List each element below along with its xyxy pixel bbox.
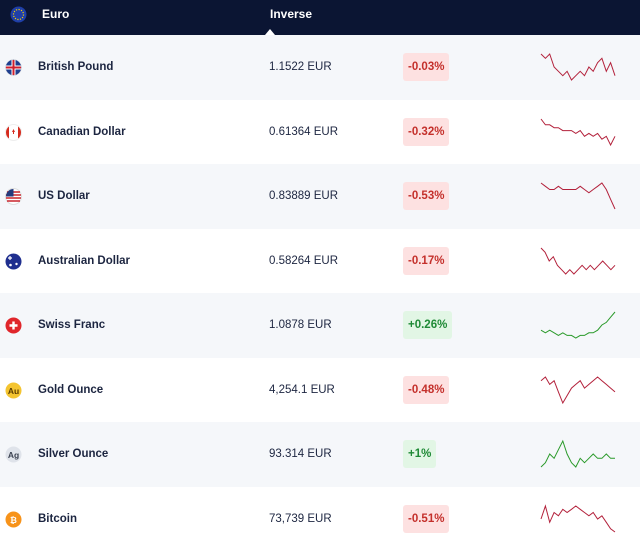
price: 1.0878 EUR <box>269 319 332 331</box>
price: 4,254.1 EUR <box>269 383 335 396</box>
icon-text: ₿ <box>10 515 17 525</box>
price: 0.61364 EUR <box>269 125 339 138</box>
change-badge: -0.32% <box>403 117 450 146</box>
sparkline <box>540 247 616 275</box>
currency-icon <box>5 317 22 334</box>
inverse-toggle[interactable]: Inverse <box>270 7 313 21</box>
currency-row[interactable]: Canadian Dollar 0.61364 EUR -0.32% <box>0 100 640 165</box>
change-badge: -0.48% <box>403 375 450 404</box>
change-badge: -0.03% <box>403 53 450 81</box>
sparkline <box>540 503 616 532</box>
currency-icon <box>5 123 22 141</box>
currency-row[interactable]: Australian Dollar 0.58264 EUR -0.17% <box>0 229 640 294</box>
sparkline-path <box>540 503 616 532</box>
sparkline <box>540 375 616 404</box>
currency-row[interactable]: US Dollar 0.83889 EUR -0.53% <box>0 164 640 229</box>
caret <box>265 29 275 35</box>
change-badge: -0.17% <box>403 246 450 275</box>
sparkline <box>540 311 616 339</box>
price: 1.1522 EUR <box>269 61 332 73</box>
currency-name: Bitcoin <box>38 512 77 525</box>
currency-icon: Ag <box>5 446 22 463</box>
sparkline <box>540 53 616 81</box>
change-badge: -0.51% <box>403 504 450 533</box>
sparkline <box>540 118 616 146</box>
icon-text: Ag <box>8 450 19 460</box>
currency-icon <box>5 253 22 269</box>
change-badge: +1% <box>403 440 437 468</box>
currency-name: British Pound <box>38 61 114 73</box>
currency-icon: Au <box>5 382 22 398</box>
base-currency[interactable]: Euro <box>42 7 70 21</box>
rows: British Pound 1.1522 EUR -0.03% Canadian Do… <box>0 35 640 543</box>
currency-name: Silver Ounce <box>38 448 109 460</box>
currency-name: US Dollar <box>38 190 90 202</box>
euro-flag <box>10 6 27 23</box>
sparkline-path <box>540 118 616 146</box>
sparkline <box>540 439 615 468</box>
currency-row[interactable]: Au Gold Ounce 4,254.1 EUR -0.48% <box>0 358 640 423</box>
currency-row[interactable]: Ag Silver Ounce 93.314 EUR +1% <box>0 422 640 487</box>
sparkline-path <box>540 53 616 81</box>
change-badge: -0.53% <box>403 182 450 210</box>
sparkline-path <box>540 439 615 468</box>
currency-icon <box>5 59 22 76</box>
sparkline <box>540 182 616 210</box>
currency-icon: ₿ <box>5 511 22 527</box>
currency-icon <box>5 188 22 205</box>
currency-row[interactable]: Swiss Franc 1.0878 EUR +0.26% <box>0 293 640 358</box>
price: 93.314 EUR <box>269 448 332 460</box>
sparkline-path <box>540 311 616 339</box>
sparkline-path <box>540 182 616 210</box>
sparkline-path <box>540 375 616 404</box>
currency-name: Australian Dollar <box>38 254 131 267</box>
change-badge: +0.26% <box>403 311 453 339</box>
price: 0.83889 EUR <box>269 190 339 202</box>
currency-name: Canadian Dollar <box>38 125 126 138</box>
currency-name: Swiss Franc <box>38 319 106 331</box>
price: 0.58264 EUR <box>269 254 339 267</box>
sparkline-path <box>540 247 616 275</box>
table-header: Euro Inverse <box>0 0 640 35</box>
currency-name: Gold Ounce <box>38 383 104 396</box>
price: 73,739 EUR <box>269 512 332 525</box>
icon-text: Au <box>8 386 19 396</box>
currency-row[interactable]: British Pound 1.1522 EUR -0.03% <box>0 35 640 100</box>
currency-row[interactable]: ₿ Bitcoin 73,739 EUR -0.51% <box>0 487 640 543</box>
